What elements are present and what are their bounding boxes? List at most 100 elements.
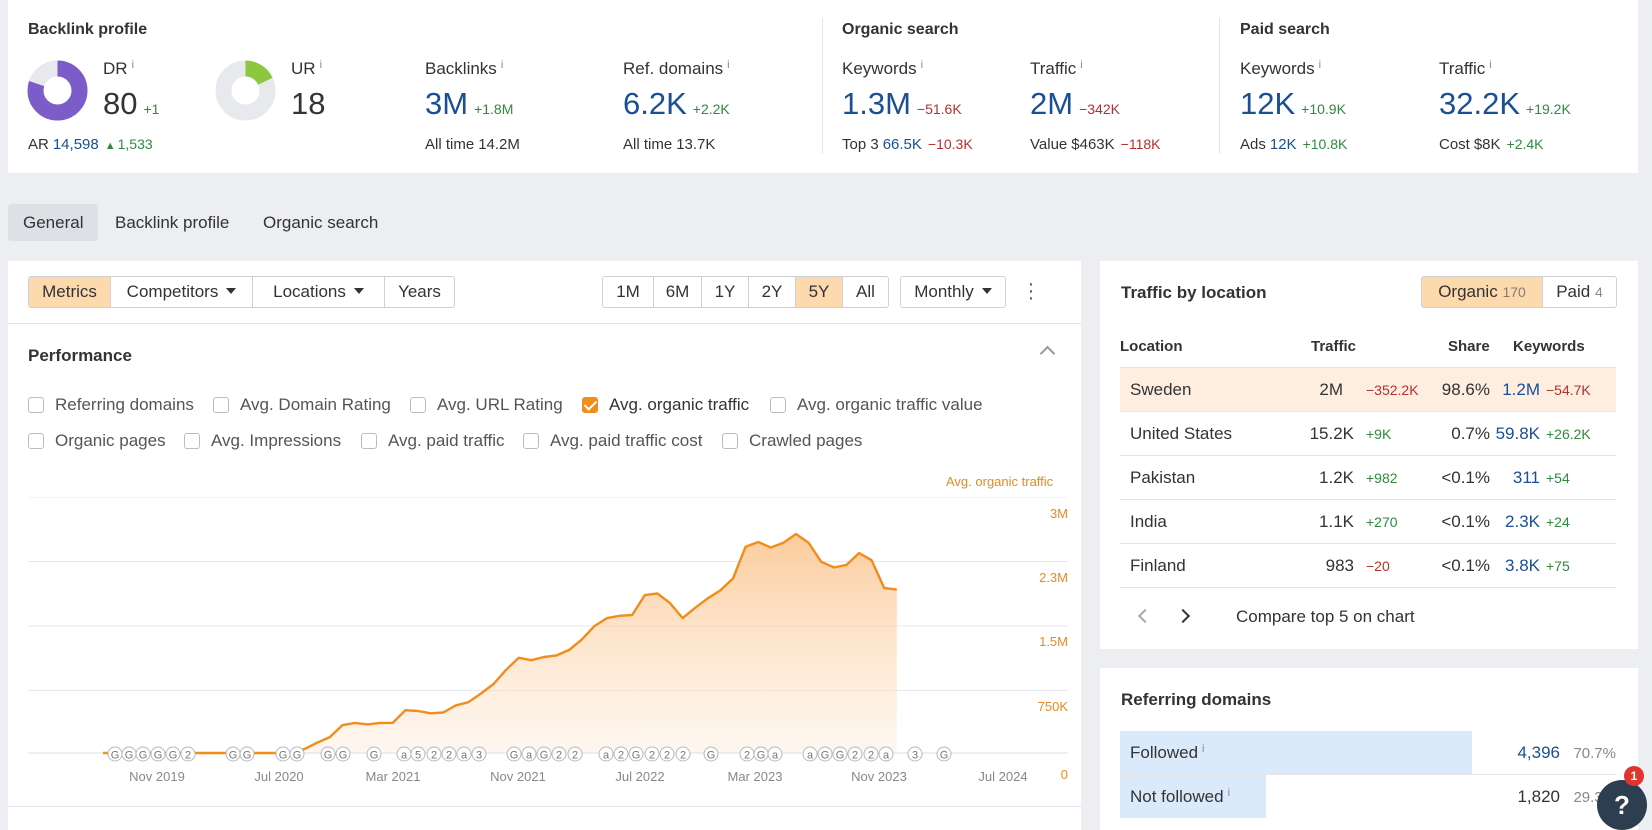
compare-top5-link[interactable]: Compare top 5 on chart — [1236, 607, 1415, 626]
paid-keywords-value[interactable]: 12K — [1240, 86, 1296, 121]
info-icon[interactable]: i — [1318, 59, 1322, 71]
annotation-marker-label: a — [883, 750, 890, 762]
checkbox[interactable] — [28, 433, 44, 449]
help-button[interactable]: ? — [1597, 780, 1647, 830]
paid-keywords-label[interactable]: Keywords i — [1240, 59, 1322, 78]
location-name[interactable]: Finland — [1130, 556, 1186, 575]
annotation-marker — [644, 746, 660, 762]
checkbox-avg-url-rating[interactable]: Avg. URL Rating — [410, 395, 563, 415]
range-2y-button[interactable]: 2Y — [748, 276, 796, 308]
metrics-button[interactable]: Metrics — [28, 276, 111, 308]
checkbox-referring-domains[interactable]: Referring domains — [28, 395, 194, 415]
keywords-value[interactable]: 1.2M — [1502, 380, 1540, 399]
checkbox[interactable] — [361, 433, 377, 449]
locations-dropdown[interactable]: Locations — [252, 276, 385, 308]
more-options-icon[interactable]: · · · — [1027, 273, 1035, 309]
keywords-value[interactable]: 311 — [1512, 468, 1540, 487]
annotation-marker-label: G — [279, 750, 288, 762]
tab-backlink-profile[interactable]: Backlink profile — [115, 213, 230, 232]
range-1y-button[interactable]: 1Y — [701, 276, 749, 308]
info-icon[interactable]: i — [319, 59, 323, 71]
table-row[interactable]: Finland 983 −20 <0.1% 3.8K +75 — [1120, 544, 1616, 588]
checkbox[interactable] — [410, 397, 426, 413]
x-tick-label: Nov 2023 — [851, 769, 907, 784]
ur-label[interactable]: UR i — [291, 59, 323, 78]
location-name[interactable]: Sweden — [1130, 380, 1192, 399]
checkbox-avg-impressions[interactable]: Avg. Impressions — [184, 431, 341, 451]
range-all-button[interactable]: All — [842, 276, 889, 308]
checkbox[interactable] — [722, 433, 738, 449]
ref-domains-value[interactable]: 6.2K — [623, 86, 687, 121]
backlinks-label[interactable]: Backlinks i — [425, 59, 504, 78]
compare-prev-chevron-icon[interactable] — [1137, 608, 1153, 624]
organic-traffic-value[interactable]: 2M — [1030, 86, 1074, 121]
x-tick-label: Nov 2021 — [490, 769, 546, 784]
col-traffic[interactable]: Traffic — [1311, 338, 1357, 355]
info-icon[interactable]: i — [1227, 787, 1231, 799]
table-row[interactable]: United States 15.2K +9K 0.7% 59.8K +26.2… — [1120, 412, 1616, 456]
checkbox-avg-organic-traffic-value[interactable]: Avg. organic traffic value — [770, 395, 983, 415]
followed-value[interactable]: 4,396 — [1517, 743, 1560, 762]
checkbox[interactable] — [523, 433, 539, 449]
table-row[interactable]: Pakistan 1.2K +982 <0.1% 311 +54 — [1120, 456, 1616, 500]
checkbox-avg-domain-rating[interactable]: Avg. Domain Rating — [213, 395, 391, 415]
col-keywords[interactable]: Keywords — [1513, 338, 1585, 355]
table-row[interactable]: India 1.1K +270 <0.1% 2.3K +24 — [1120, 500, 1616, 544]
annotation-marker-label: G — [243, 750, 252, 762]
backlinks-value[interactable]: 3M — [425, 86, 469, 121]
annotation-marker-label: 2 — [744, 750, 750, 762]
paid-traffic-label[interactable]: Traffic i — [1439, 59, 1492, 78]
info-icon[interactable]: i — [131, 59, 135, 71]
keywords-value[interactable]: 3.8K — [1505, 556, 1540, 575]
info-icon[interactable]: i — [1202, 743, 1205, 755]
paid-traffic-value[interactable]: 32.2K — [1439, 86, 1521, 121]
location-name[interactable]: United States — [1130, 424, 1233, 443]
interval-dropdown[interactable]: Monthly — [900, 276, 1006, 308]
info-icon[interactable]: i — [920, 59, 924, 71]
location-name[interactable]: Pakistan — [1130, 468, 1196, 487]
col-share[interactable]: Share — [1448, 338, 1490, 355]
competitors-dropdown[interactable]: Competitors — [110, 276, 253, 308]
organic-toggle[interactable]: Organic 170 — [1421, 276, 1543, 308]
followed-row[interactable]: Followed i 4,396 70.7% — [1120, 731, 1616, 775]
info-icon[interactable]: i — [1489, 59, 1492, 71]
years-button[interactable]: Years — [384, 276, 455, 308]
range-5y-button[interactable]: 5Y — [795, 276, 843, 308]
checkbox[interactable] — [184, 433, 200, 449]
dr-delta: +1 — [143, 101, 160, 117]
checkbox-crawled-pages[interactable]: Crawled pages — [722, 431, 862, 451]
range-6m-button[interactable]: 6M — [653, 276, 702, 308]
keywords-value[interactable]: 2.3K — [1505, 512, 1540, 531]
location-name[interactable]: India — [1130, 512, 1167, 531]
info-icon[interactable]: i — [1080, 59, 1083, 71]
ref-domains-label[interactable]: Ref. domains i — [623, 59, 730, 78]
ar-value[interactable]: 14,598 — [52, 136, 99, 153]
checkbox[interactable] — [28, 397, 44, 413]
checkbox-avg-paid-traffic[interactable]: Avg. paid traffic — [361, 431, 505, 451]
organic-traffic-label[interactable]: Traffic i — [1030, 59, 1083, 78]
organic-keywords-label[interactable]: Keywords i — [842, 59, 924, 78]
info-icon[interactable]: i — [500, 59, 504, 71]
keywords-value[interactable]: 59.8K — [1495, 424, 1540, 443]
annotation-marker-label: 2 — [649, 750, 655, 762]
tab-general[interactable]: General — [8, 204, 99, 241]
dr-label[interactable]: DR i — [103, 59, 135, 78]
compare-next-chevron-icon[interactable] — [1175, 608, 1191, 624]
checkbox[interactable] — [770, 397, 786, 413]
checkbox-checked[interactable] — [582, 397, 598, 413]
checkbox-avg-paid-traffic-cost[interactable]: Avg. paid traffic cost — [523, 431, 702, 451]
not-followed-row[interactable]: Not followed i 1,820 29.3% — [1120, 775, 1616, 819]
range-1m-button[interactable]: 1M — [602, 276, 654, 308]
checkbox-organic-pages[interactable]: Organic pages — [28, 431, 166, 451]
tab-organic-search[interactable]: Organic search — [263, 213, 379, 232]
table-row[interactable]: Sweden 2M −352.2K 98.6% 1.2M −54.7K — [1120, 368, 1616, 412]
collapse-chevron-icon[interactable] — [1039, 345, 1056, 362]
share-value: 0.7% — [1451, 424, 1490, 443]
annotation-marker — [471, 746, 487, 762]
col-location[interactable]: Location — [1120, 338, 1183, 355]
organic-keywords-value[interactable]: 1.3M — [842, 86, 911, 121]
paid-toggle[interactable]: Paid 4 — [1542, 276, 1617, 308]
info-icon[interactable]: i — [727, 59, 730, 71]
checkbox-avg-organic-traffic[interactable]: Avg. organic traffic — [582, 395, 749, 415]
checkbox[interactable] — [213, 397, 229, 413]
